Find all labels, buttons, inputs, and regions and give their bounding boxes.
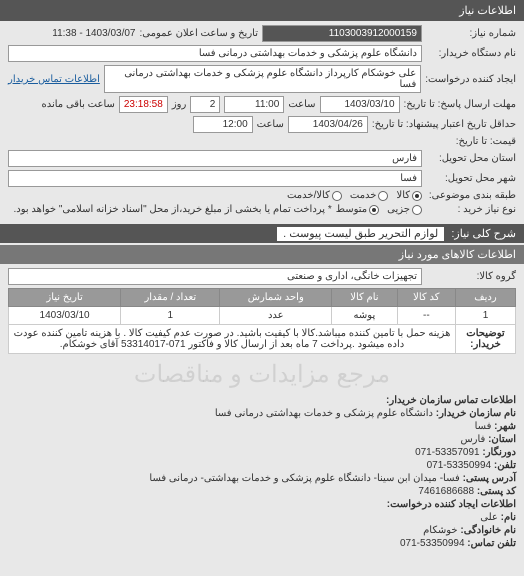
contact-postal-label: کد پستی: xyxy=(477,486,516,497)
deadline-label: مهلت ارسال پاسخ: تا تاریخ: xyxy=(404,99,516,110)
contact-city-label: شهر: xyxy=(494,421,516,432)
items-table: ردیف کد کالا نام کالا واحد شمارش تعداد /… xyxy=(8,288,516,354)
validity-label: حداقل تاریخ اعتبار پیشنهاد: تا تاریخ: xyxy=(372,119,516,130)
contact-address-value: فسا- میدان ابن سینا- دانشگاه علوم پزشکی … xyxy=(149,473,459,484)
time-label-2: ساعت xyxy=(257,119,284,130)
province-label: استان محل تحویل: xyxy=(426,153,516,164)
budget-label: طبقه بندی موضوعی: xyxy=(426,190,516,201)
day-value: 2 xyxy=(190,96,220,113)
contact-org-value: دانشگاه علوم پزشکی و خدمات بهداشتی درمان… xyxy=(215,408,433,419)
col-code: کد کالا xyxy=(397,289,455,307)
need-title-label: شرح کلی نیاز: xyxy=(451,228,516,240)
announce-label: تاریخ و ساعت اعلان عمومی: xyxy=(140,28,259,39)
budget-option-0[interactable]: کالا xyxy=(396,190,422,201)
radio-icon xyxy=(369,205,379,215)
deadline-date: 1403/03/10 xyxy=(320,96,400,113)
type-radio-group: جزیی متوسط xyxy=(336,204,422,215)
col-date: تاریخ نیاز xyxy=(9,289,121,307)
validity-date: 1403/04/26 xyxy=(288,116,368,133)
contact-header: اطلاعات تماس سازمان خریدار: xyxy=(386,395,516,406)
radio-icon xyxy=(378,191,388,201)
type-label: نوع نیاز خرید : xyxy=(426,204,516,215)
remain-label: ساعت باقی مانده xyxy=(41,99,114,110)
col-row: ردیف xyxy=(455,289,515,307)
group-value: تجهیزات خانگی، اداری و صنعتی xyxy=(8,268,422,285)
desc-value-cell: هزینه حمل با تامین کننده میباشد.کالا با … xyxy=(9,325,456,354)
contact-phone-label: تلفن: xyxy=(494,460,516,471)
cell: 1 xyxy=(121,307,220,325)
org-value: دانشگاه علوم پزشکی و خدمات بهداشتی درمان… xyxy=(8,45,422,62)
creator-family-value: خوشکام xyxy=(423,525,458,536)
creator-header: اطلاعات ایجاد کننده درخواست: xyxy=(387,499,516,510)
request-num-value: 1103003912000159 xyxy=(262,25,422,42)
desc-row: توضیحات خریدار: هزینه حمل با تامین کننده… xyxy=(9,325,516,354)
need-title-bar: شرح کلی نیاز: لوازم التحریر طبق لیست پیو… xyxy=(0,224,524,243)
type-option-0[interactable]: جزیی xyxy=(387,204,422,215)
cell: پوشه xyxy=(332,307,398,325)
need-title-value: لوازم التحریر طبق لیست پیوست . xyxy=(277,227,444,241)
contact-link[interactable]: اطلاعات تماس خریدار xyxy=(8,74,100,85)
cell: 1 xyxy=(455,307,515,325)
budget-radio-group: کالا خدمت کالا/خدمت xyxy=(287,190,422,201)
budget-option-1[interactable]: خدمت xyxy=(350,190,389,201)
contact-section: اطلاعات تماس سازمان خریدار: نام سازمان خ… xyxy=(0,391,524,555)
city-label: شهر محل تحویل: xyxy=(426,173,516,184)
contact-phone-value: 53350994-071 xyxy=(427,460,492,471)
time-label-1: ساعت xyxy=(288,99,315,110)
price-label: قیمت: تا تاریخ: xyxy=(426,136,516,147)
contact-fax-label: دورنگار: xyxy=(482,447,516,458)
creator-phone-value: 53350994-071 xyxy=(400,538,465,549)
contact-postal-value: 7461686688 xyxy=(418,486,474,497)
announce-value: 1403/03/07 - 11:38 xyxy=(52,28,135,39)
creator-value: علی خوشکام کارپرداز دانشگاه علوم پزشکی و… xyxy=(104,65,421,93)
watermark: مرجع مزایدات و مناقصات xyxy=(0,358,524,391)
deadline-time: 11:00 xyxy=(224,96,284,113)
city-value: فسا xyxy=(8,170,422,187)
request-num-label: شماره نیاز: xyxy=(426,28,516,39)
contact-fax-value: 53357091-071 xyxy=(415,447,480,458)
form-section: شماره نیاز: 1103003912000159 تاریخ و ساع… xyxy=(0,21,524,222)
type-note: * پرداخت تمام یا بخشی از مبلغ خرید،از مح… xyxy=(8,204,332,215)
cell: عدد xyxy=(220,307,332,325)
table-row: 1 -- پوشه عدد 1 1403/03/10 xyxy=(9,307,516,325)
province-value: فارس xyxy=(8,150,422,167)
group-label: گروه کالا: xyxy=(426,271,516,282)
contact-province-value: فارس xyxy=(460,434,485,445)
creator-family-label: نام خانوادگی: xyxy=(460,525,516,536)
desc-label-cell: توضیحات خریدار: xyxy=(455,325,515,354)
type-option-1[interactable]: متوسط xyxy=(336,204,379,215)
creator-phone-label: تلفن تماس: xyxy=(467,538,516,549)
org-label: نام دستگاه خریدار: xyxy=(426,48,516,59)
page-header: اطلاعات نیاز xyxy=(0,0,524,21)
col-unit: واحد شمارش xyxy=(220,289,332,307)
page-title: اطلاعات نیاز xyxy=(459,5,516,17)
contact-city-value: فسا xyxy=(475,421,492,432)
items-header: اطلاعات کالاهای مورد نیاز xyxy=(0,245,524,264)
budget-option-2[interactable]: کالا/خدمت xyxy=(287,190,342,201)
contact-address-label: آدرس پستی: xyxy=(463,473,516,484)
col-qty: تعداد / مقدار xyxy=(121,289,220,307)
table-header-row: ردیف کد کالا نام کالا واحد شمارش تعداد /… xyxy=(9,289,516,307)
cell: -- xyxy=(397,307,455,325)
radio-icon xyxy=(412,191,422,201)
validity-time: 12:00 xyxy=(193,116,253,133)
creator-label: ایجاد کننده درخواست: xyxy=(425,74,516,85)
radio-icon xyxy=(332,191,342,201)
creator-name-label: نام: xyxy=(501,512,516,523)
col-name: نام کالا xyxy=(332,289,398,307)
day-label: روز xyxy=(172,99,187,110)
contact-org-label: نام سازمان خریدار: xyxy=(436,408,516,419)
contact-province-label: استان: xyxy=(488,434,516,445)
creator-name-value: علی xyxy=(480,512,498,523)
remain-timer: 23:18:58 xyxy=(119,96,168,113)
cell: 1403/03/10 xyxy=(9,307,121,325)
radio-icon xyxy=(412,205,422,215)
